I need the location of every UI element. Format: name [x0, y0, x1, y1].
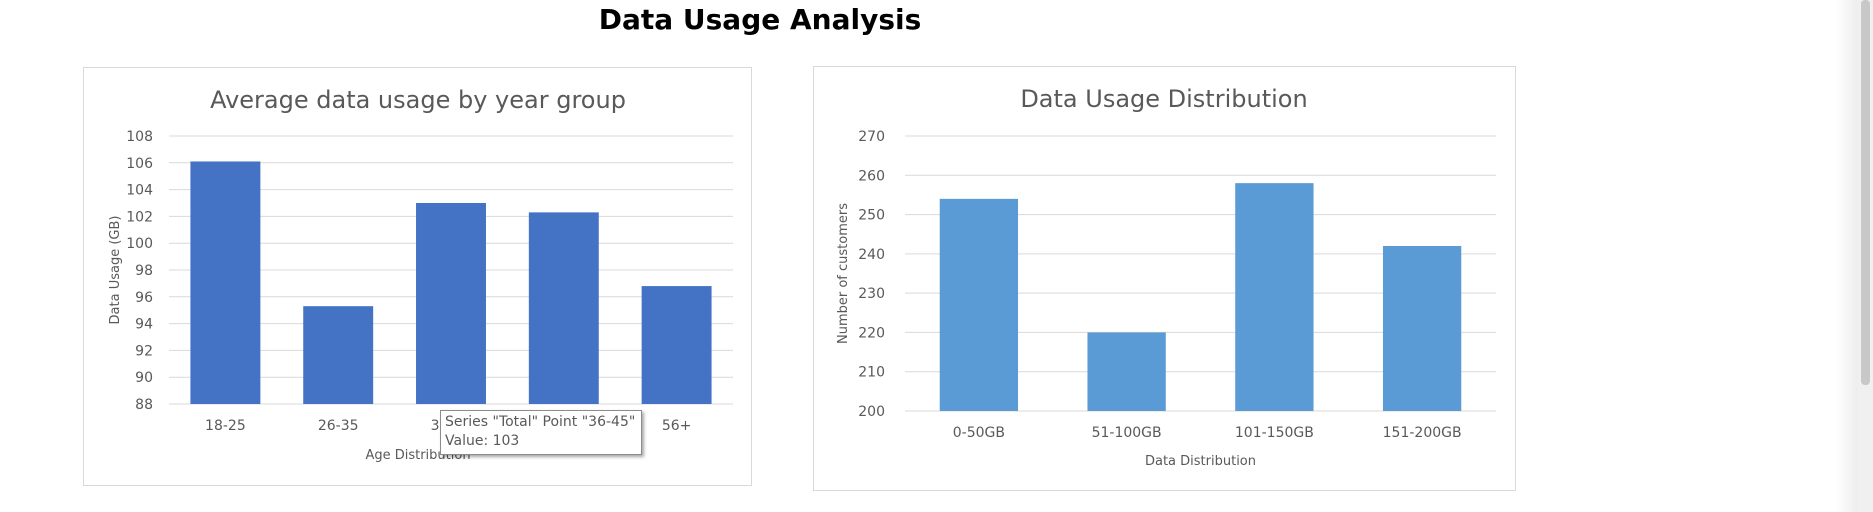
bar	[1087, 332, 1166, 411]
x-tick-label: 51-100GB	[1092, 425, 1162, 441]
y-tick-label: 92	[135, 343, 153, 359]
y-tick-label: 210	[858, 365, 885, 381]
y-tick-label: 106	[126, 156, 153, 172]
bar	[303, 306, 374, 404]
y-tick-label: 250	[858, 208, 885, 224]
y-tick-label: 270	[858, 129, 885, 145]
tooltip-value: Value: 103	[445, 433, 520, 449]
y-tick-label: 260	[858, 168, 885, 184]
distribution-chart: Data Usage Distribution 200 210 220 230 240 25…	[836, 85, 1496, 469]
y-tick-label: 96	[135, 290, 153, 306]
y-tick-label: 94	[135, 317, 153, 333]
chart-title: Data Usage Distribution	[1020, 85, 1307, 113]
bar	[939, 198, 1019, 411]
x-tick-label: 18-25	[205, 418, 246, 434]
age-usage-chart: Average data usage by year group 88 90 92 94…	[108, 86, 733, 463]
bar	[190, 161, 261, 404]
y-tick-label: 240	[858, 247, 885, 263]
tooltip-series-point: Series "Total" Point "36-45"	[445, 414, 636, 430]
y-tick-label: 100	[126, 236, 153, 252]
distribution-chart-card: Data Usage Distribution 200 210 220 230 240 25…	[813, 66, 1516, 491]
chart-title: Average data usage by year group	[210, 86, 626, 114]
y-tick-label: 88	[135, 397, 153, 413]
scrollbar-thumb[interactable]	[1861, 0, 1870, 385]
x-tick-label: 26-35	[318, 418, 359, 434]
x-axis-title: Data Distribution	[1145, 454, 1256, 469]
y-axis-title: Data Usage (GB)	[108, 216, 123, 325]
x-tick-label: 151-200GB	[1383, 425, 1462, 441]
y-tick-label: 108	[126, 129, 153, 145]
y-tick-label: 200	[858, 404, 885, 420]
y-tick-label: 90	[135, 370, 153, 386]
bar	[1382, 246, 1462, 411]
y-tick-label: 220	[858, 325, 885, 341]
x-tick-label: 56+	[662, 418, 692, 434]
bar	[416, 203, 486, 404]
x-tick-label: 101-150GB	[1235, 425, 1314, 441]
chart-tooltip: Series "Total" Point "36-45" Value: 103	[440, 410, 643, 455]
y-tick-label: 104	[126, 183, 153, 199]
y-tick-label: 230	[858, 286, 885, 302]
y-axis-title: Number of customers	[836, 203, 851, 344]
bar	[1235, 183, 1314, 411]
bar	[641, 286, 712, 404]
page-title: Data Usage Analysis	[598, 3, 922, 36]
y-tick-label: 102	[126, 209, 153, 225]
bar	[528, 212, 599, 404]
x-tick-label: 0-50GB	[953, 425, 1005, 441]
y-tick-label: 98	[135, 263, 153, 279]
age-usage-chart-card: Average data usage by year group 88 90 92 94…	[83, 67, 752, 486]
page-edge-shade	[1836, 0, 1858, 512]
